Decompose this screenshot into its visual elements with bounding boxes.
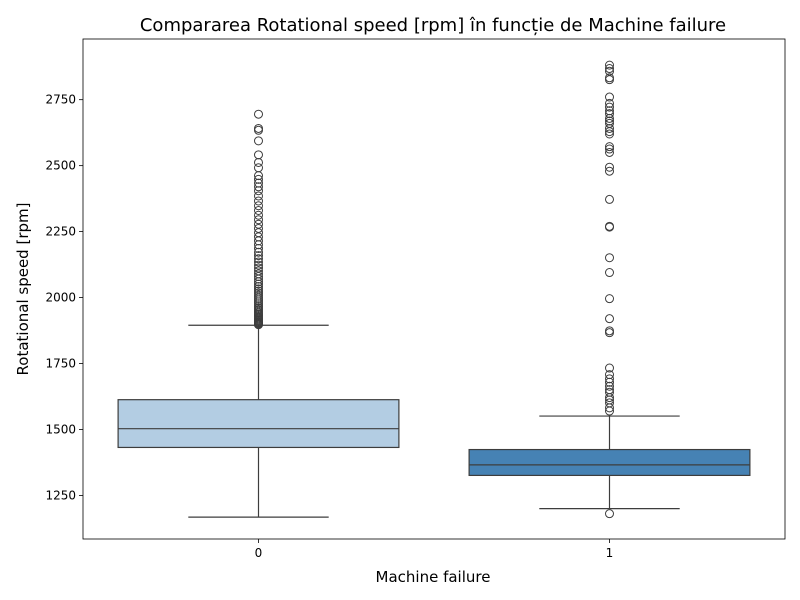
outlier-point bbox=[254, 257, 263, 267]
outlier-point bbox=[605, 102, 614, 112]
outlier-point bbox=[605, 98, 614, 108]
box-group-1 bbox=[468, 60, 751, 519]
y-tick-label: 1250 bbox=[45, 488, 76, 502]
outlier-point bbox=[254, 288, 263, 298]
outlier-point bbox=[254, 178, 263, 188]
outlier-point bbox=[254, 196, 263, 206]
outlier-point bbox=[605, 370, 614, 380]
y-tick-label: 2000 bbox=[45, 291, 76, 305]
outlier-point bbox=[254, 123, 263, 133]
outlier-point bbox=[254, 201, 263, 211]
outlier-point bbox=[605, 123, 614, 133]
outlier-point bbox=[254, 136, 263, 146]
outlier-point bbox=[254, 210, 263, 220]
outlier-point bbox=[605, 509, 614, 519]
outlier-point bbox=[605, 118, 614, 128]
y-axis: 1250 1500 1750 2000 2250 2500 2750 bbox=[45, 93, 83, 502]
outlier-point bbox=[605, 64, 614, 74]
outlier-point bbox=[605, 166, 614, 176]
outlier-point bbox=[254, 163, 263, 173]
outlier-point bbox=[605, 374, 614, 384]
outlier-point bbox=[605, 66, 614, 76]
box-group-0 bbox=[117, 109, 400, 518]
outlier-point bbox=[605, 194, 614, 204]
outlier-point bbox=[605, 147, 614, 157]
iqr-box bbox=[117, 399, 400, 449]
outlier-point bbox=[605, 326, 614, 336]
outlier-point bbox=[254, 260, 263, 270]
plot-frame bbox=[82, 38, 786, 540]
x-axis-label: Machine failure bbox=[376, 568, 491, 586]
x-tick-label: 1 bbox=[606, 546, 614, 560]
outlier-point bbox=[254, 182, 263, 192]
outlier-point bbox=[605, 109, 614, 119]
outlier-point bbox=[605, 385, 614, 395]
outlier-point bbox=[254, 284, 263, 294]
outlier-point bbox=[605, 253, 614, 263]
outlier-point bbox=[605, 387, 614, 397]
outlier-point bbox=[605, 381, 614, 391]
outlier-point bbox=[605, 144, 614, 154]
outlier-point bbox=[254, 286, 263, 296]
outlier-point bbox=[605, 162, 614, 172]
outlier-point bbox=[254, 219, 263, 229]
y-tick-label: 2250 bbox=[45, 225, 76, 239]
outlier-point bbox=[605, 142, 614, 152]
outlier-point bbox=[254, 247, 263, 257]
outlier-point bbox=[254, 150, 263, 160]
outlier-point bbox=[254, 223, 263, 233]
outlier-point bbox=[605, 221, 614, 231]
y-tick-label: 2500 bbox=[45, 159, 76, 173]
outlier-point bbox=[605, 92, 614, 102]
chart-title: Compararea Rotational speed [rpm] în fun… bbox=[140, 15, 726, 36]
outlier-point bbox=[254, 215, 263, 225]
x-tick-label: 0 bbox=[255, 546, 263, 560]
outlier-point bbox=[254, 281, 263, 291]
outlier-point bbox=[605, 268, 614, 278]
boxes-layer bbox=[117, 60, 751, 519]
outlier-point bbox=[254, 269, 263, 279]
outlier-point bbox=[605, 363, 614, 373]
outlier-point bbox=[605, 116, 614, 126]
outlier-point bbox=[605, 60, 614, 70]
outlier-point bbox=[254, 290, 263, 300]
outlier-point bbox=[254, 266, 263, 276]
outlier-point bbox=[605, 294, 614, 304]
outlier-point bbox=[605, 398, 614, 408]
outlier-point bbox=[605, 129, 614, 139]
y-axis-label: Rotational speed [rpm] bbox=[14, 203, 32, 376]
outlier-point bbox=[254, 251, 263, 261]
outlier-point bbox=[605, 328, 614, 338]
outlier-point bbox=[605, 73, 614, 83]
y-tick-label: 1500 bbox=[45, 423, 76, 437]
outlier-point bbox=[605, 314, 614, 324]
outlier-point bbox=[254, 206, 263, 216]
outlier-point bbox=[254, 157, 263, 167]
outlier-point bbox=[605, 75, 614, 85]
iqr-box bbox=[468, 448, 751, 477]
outlier-point bbox=[254, 125, 263, 135]
outlier-point bbox=[605, 106, 614, 116]
y-tick-label: 1750 bbox=[45, 357, 76, 371]
outlier-point bbox=[254, 254, 263, 264]
y-tick-label: 2750 bbox=[45, 93, 76, 107]
outlier-point bbox=[254, 263, 263, 273]
outlier-point bbox=[254, 191, 263, 201]
outlier-point bbox=[254, 109, 263, 119]
outlier-point bbox=[254, 174, 263, 184]
